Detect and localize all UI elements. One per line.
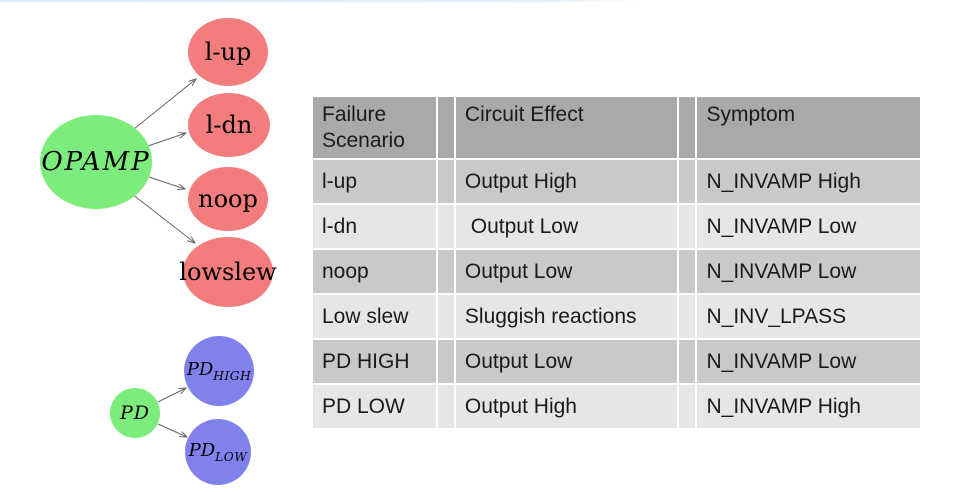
pdlow-base: PD [188, 440, 216, 462]
cell-effect: Output High [455, 160, 678, 203]
node-label-pd: PD [119, 402, 151, 424]
header-failure-scenario: Failure Scenario [313, 97, 436, 158]
cell-scenario: l-up [313, 160, 436, 203]
cell-symptom: N_INVAMP Low [697, 250, 920, 293]
table-header-row: Failure Scenario Circuit Effect Symptom [313, 97, 920, 158]
cell-spacer [437, 160, 454, 203]
table-row: l-dn Output Low N_INVAMP Low [313, 205, 920, 248]
header-symptom: Symptom [697, 97, 920, 158]
header-spacer-1 [437, 97, 454, 158]
header-spacer-2 [679, 97, 696, 158]
failure-scenario-table: Failure Scenario Circuit Effect Symptom … [311, 95, 922, 430]
arrow-pd-to-pdhigh [157, 388, 186, 403]
node-label-ldn: l-dn [205, 111, 253, 139]
cell-effect: Output Low [455, 340, 678, 383]
cell-scenario: Low slew [313, 295, 436, 338]
node-label-opamp: OPAMP [41, 147, 151, 177]
lowslew-node-ellipse [183, 237, 273, 307]
cell-spacer [679, 205, 696, 248]
cell-symptom: N_INVAMP High [697, 160, 920, 203]
pdhigh-node-circle [184, 336, 254, 406]
node-label-pdlow: PDLOW [189, 440, 248, 464]
node-label-pdhigh: PDHIGH [187, 359, 252, 383]
cell-effect: Output Low [455, 205, 678, 248]
cell-spacer [437, 340, 454, 383]
pdhigh-base: PD [186, 359, 214, 381]
table-row: noop Output Low N_INVAMP Low [313, 250, 920, 293]
table-row: Low slew Sluggish reactions N_INV_LPASS [313, 295, 920, 338]
pd-node-circle [110, 388, 160, 438]
lup-node-ellipse [188, 18, 268, 86]
node-label-lup: l-up [204, 38, 252, 66]
cell-effect: Output High [455, 385, 678, 428]
cell-spacer [679, 250, 696, 293]
cell-spacer [437, 205, 454, 248]
node-label-lowslew: lowslew [179, 258, 277, 286]
cell-spacer [679, 295, 696, 338]
cell-symptom: N_INVAMP Low [697, 205, 920, 248]
cell-scenario: PD HIGH [313, 340, 436, 383]
table-row: PD HIGH Output Low N_INVAMP Low [313, 340, 920, 383]
cell-spacer [679, 385, 696, 428]
pdlow-node-circle [185, 419, 251, 485]
cell-spacer [437, 385, 454, 428]
node-label-noop: noop [198, 185, 258, 213]
arrow-opamp-to-lowslew [131, 193, 195, 243]
cell-symptom: N_INVAMP High [697, 385, 920, 428]
cell-symptom: N_INV_LPASS [697, 295, 920, 338]
cell-spacer [437, 250, 454, 293]
cell-spacer [679, 160, 696, 203]
table-row: l-up Output High N_INVAMP High [313, 160, 920, 203]
table-row: PD LOW Output High N_INVAMP High [313, 385, 920, 428]
cell-scenario: l-dn [313, 205, 436, 248]
cell-spacer [679, 340, 696, 383]
fault-tree-diagram [40, 18, 273, 485]
cell-effect: Output Low [455, 250, 678, 293]
pdlow-subscript: LOW [215, 449, 248, 464]
arrow-pd-to-pdlow [157, 423, 187, 437]
arrow-opamp-to-noop [148, 176, 185, 189]
cell-symptom: N_INVAMP Low [697, 340, 920, 383]
cell-scenario: PD LOW [313, 385, 436, 428]
opamp-node-ellipse [40, 115, 152, 209]
pdhigh-subscript: HIGH [213, 368, 252, 383]
header-circuit-effect: Circuit Effect [455, 97, 678, 158]
cell-scenario: noop [313, 250, 436, 293]
noop-node-ellipse [188, 167, 268, 231]
top-hairline [0, 0, 640, 2]
arrow-opamp-to-lup [133, 79, 196, 130]
cell-spacer [437, 295, 454, 338]
ldn-node-ellipse [188, 93, 270, 157]
arrow-opamp-to-ldn [147, 133, 186, 147]
cell-effect: Sluggish reactions [455, 295, 678, 338]
